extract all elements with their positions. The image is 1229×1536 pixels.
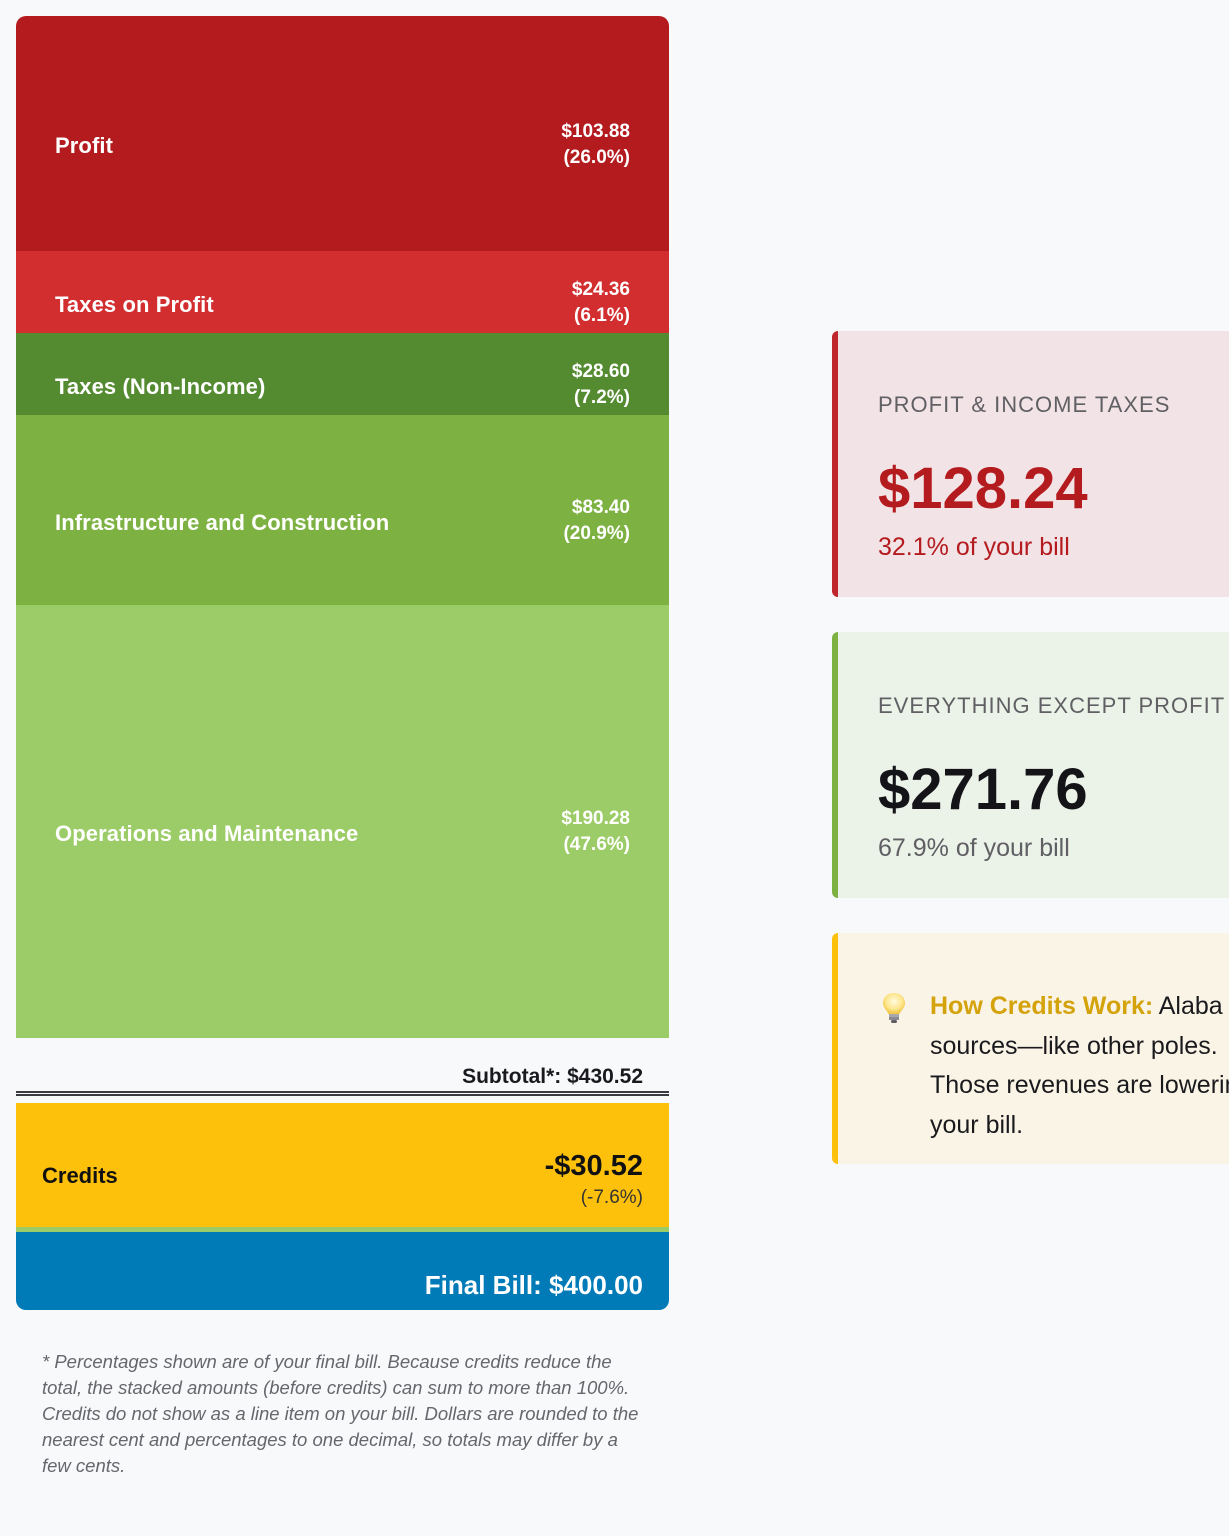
- credits-explanation-body: Alaba other sources—like other poles. Th…: [930, 992, 1229, 1139]
- profit-income-taxes-card: PROFIT & INCOME TAXES $128.24 32.1% of y…: [832, 331, 1229, 597]
- divider-strip: [16, 1227, 669, 1232]
- card-accent-bar: [832, 331, 838, 597]
- segment-percent: (20.9%): [563, 523, 630, 544]
- segment-profit: Profit $103.88 (26.0%): [16, 16, 669, 251]
- subtotal-divider: [16, 1091, 669, 1096]
- segment-operations-maintenance: Operations and Maintenance $190.28 (47.6…: [16, 605, 669, 1038]
- segment-taxes-on-profit: Taxes on Profit $24.36 (6.1%): [16, 251, 669, 333]
- how-credits-work-card: How Credits Work: Alaba other sources—li…: [832, 933, 1229, 1164]
- segment-taxes-non-income: Taxes (Non-Income) $28.60 (7.2%): [16, 333, 669, 415]
- segment-value: $28.60 (7.2%): [572, 359, 630, 411]
- segment-amount: $28.60: [571, 361, 630, 382]
- segment-percent: (47.6%): [563, 834, 630, 855]
- segment-value: $24.36 (6.1%): [572, 277, 630, 329]
- lightbulb-icon: [880, 991, 908, 1027]
- footnote: * Percentages shown are of your final bi…: [42, 1351, 639, 1476]
- segment-amount: $24.36: [571, 279, 630, 300]
- card-percent: 32.1% of your bill: [878, 533, 1070, 561]
- segment-value: $190.28 (47.6%): [561, 806, 630, 858]
- card-accent-bar: [832, 632, 838, 898]
- segment-label: Taxes (Non-Income): [55, 374, 266, 399]
- card-title: EVERYTHING EXCEPT PROFIT &: [878, 693, 1229, 718]
- segment-amount: $190.28: [561, 808, 630, 829]
- bill-breakdown-stacked-bar: Profit $103.88 (26.0%) Taxes on Profit $…: [16, 16, 669, 1310]
- segment-percent: (26.0%): [563, 147, 630, 168]
- subtotal-label: Subtotal*: $430.52: [462, 1065, 643, 1088]
- credits-label: Credits: [42, 1163, 118, 1188]
- card-amount: $271.76: [878, 757, 1088, 822]
- subtotal-row: Subtotal*: $430.52: [16, 1038, 669, 1096]
- segment-percent: (6.1%): [574, 305, 630, 326]
- credits-explanation: How Credits Work: Alaba other sources—li…: [930, 987, 1229, 1145]
- segment-credits: Credits -$30.52 (-7.6%): [16, 1103, 669, 1227]
- card-amount: $128.24: [878, 456, 1088, 521]
- final-bill-bar: Final Bill: $400.00: [16, 1232, 669, 1310]
- segment-value: $83.40 (20.9%): [563, 495, 630, 547]
- segment-label: Taxes on Profit: [55, 292, 214, 317]
- segment-amount: $103.88: [561, 121, 630, 142]
- everything-except-profit-card: EVERYTHING EXCEPT PROFIT & $271.76 67.9%…: [832, 632, 1229, 898]
- segment-percent: (7.2%): [574, 387, 630, 408]
- segment-value: $103.88 (26.0%): [561, 119, 630, 171]
- stacked-bar-segments: Profit $103.88 (26.0%) Taxes on Profit $…: [16, 16, 669, 1038]
- card-title: PROFIT & INCOME TAXES: [878, 392, 1171, 417]
- segment-label: Operations and Maintenance: [55, 821, 359, 846]
- final-bill-label: Final Bill: $400.00: [424, 1270, 643, 1300]
- segment-label: Infrastructure and Construction: [55, 510, 390, 535]
- card-percent: 67.9% of your bill: [878, 834, 1070, 862]
- segment-infrastructure: Infrastructure and Construction $83.40 (…: [16, 415, 669, 605]
- credits-amount: -$30.52: [544, 1150, 643, 1182]
- credits-explanation-heading: How Credits Work:: [930, 992, 1154, 1020]
- segment-label: Profit: [55, 133, 114, 158]
- segment-amount: $83.40: [571, 497, 630, 518]
- card-accent-bar: [832, 933, 838, 1164]
- credits-percent: (-7.6%): [580, 1187, 643, 1208]
